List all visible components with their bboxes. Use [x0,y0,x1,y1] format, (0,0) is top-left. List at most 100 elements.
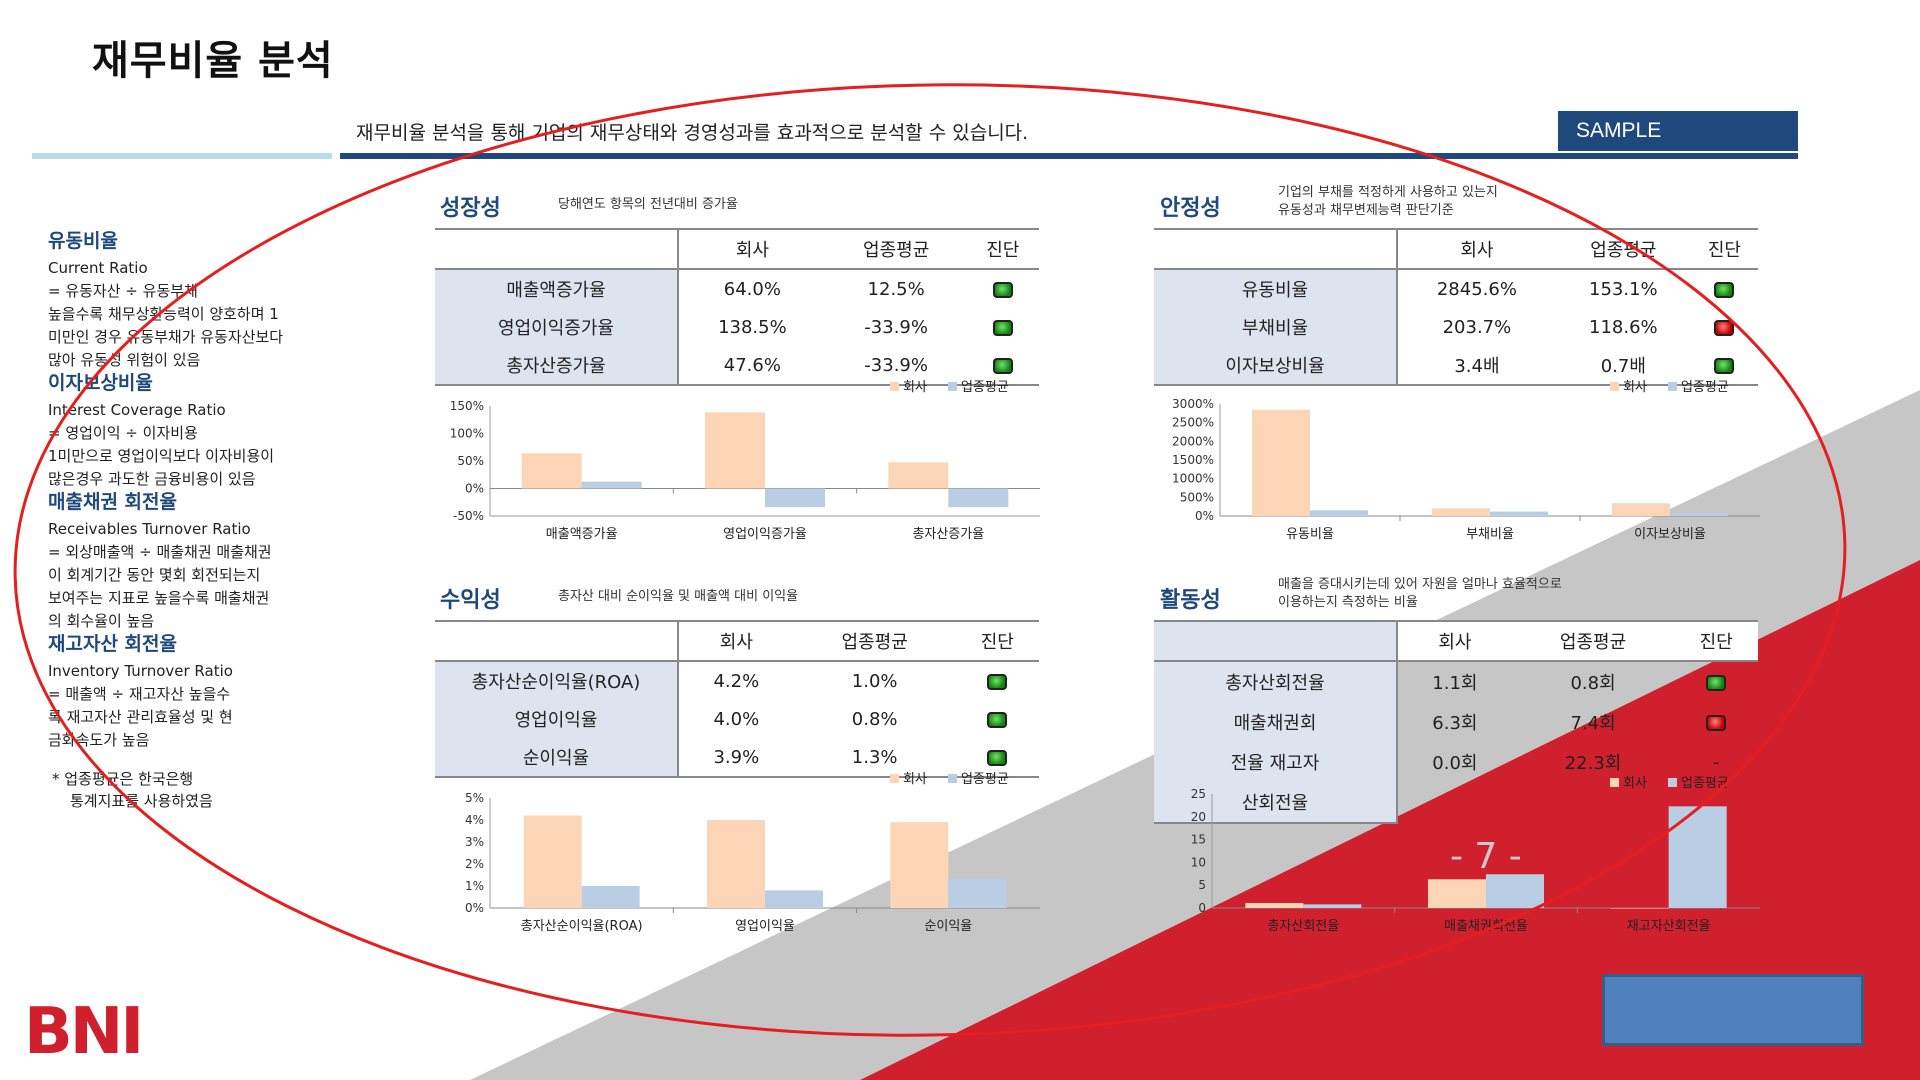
x-tick-label: 순이익율 [924,919,972,934]
bar-industry [1310,510,1368,516]
sidebar-line: 많은경우 과도한 금융비용이 있음 [48,470,256,488]
table-row: 영업이익율 4.0% 0.8% [435,700,1039,738]
y-tick-label: 10 [1191,855,1206,869]
bar-industry [765,488,825,508]
row-industry: 118.6% [1589,316,1658,338]
header-blank [1154,620,1398,662]
header-rule-dark [340,153,1798,159]
y-tick-label: 1500% [1172,453,1214,467]
legend-label: 회사 [1623,380,1647,395]
table-row: 전율 재고자 0.0회 22.3회 - [1154,742,1758,782]
row-diagnosis [967,269,1039,308]
green-light-icon [1714,357,1735,374]
x-tick-label: 영업이익율 [735,919,795,934]
row-diagnosis [1674,702,1758,742]
table-row: 산회전율 [1154,782,1758,824]
growth-desc: 당해연도 항목의 전년대비 증가율 [558,197,738,212]
y-tick-label: 1% [465,879,484,893]
bar-company [707,820,765,908]
table-header-row: 회사 업종평균 진단 [435,228,1039,270]
row-industry: 1.3% [793,738,956,778]
growth-table: 회사 업종평균 진단 매출액증가율 64.0% 12.5% 영업이익증가율 13… [435,228,1039,386]
header-industry: 업종평균 [1511,620,1675,662]
activity-desc: 매출을 증대시키는데 있어 자원을 얼마나 효율적으로 이용하는지 측정하는 비… [1278,576,1562,612]
green-light-icon [1706,674,1727,691]
footnote-line: * 업종평균은 한국은행 [52,770,194,788]
row-industry: 0.7배 [1555,346,1691,386]
y-tick-label: 1000% [1172,472,1214,486]
table-row: 매출액증가율 64.0% 12.5% [435,269,1039,308]
bar-company [890,822,949,908]
table-header-row: 회사 업종평균 진단 [435,620,1039,662]
row-diagnosis [956,661,1039,700]
table-row: 총자산회전율 1.1회 0.8회 [1154,661,1758,702]
header-company: 회사 [678,228,826,270]
header-company: 회사 [1397,620,1512,662]
sidebar-line: = 영업이익 ÷ 이자비용 [48,424,198,442]
row-company: 2845.6% [1436,278,1517,300]
y-tick-label: 3000% [1172,397,1214,411]
row-company: 203.7% [1442,316,1512,338]
header-company: 회사 [1397,228,1556,270]
row-name: 총자산증가율 [435,346,679,386]
sidebar-line: Interest Coverage Ratio [48,401,226,419]
growth-title: 성장성 [440,196,501,221]
row-name: 이자보상비율 [1154,346,1398,386]
table-row: 영업이익증가율 138.5% -33.9% [435,308,1039,346]
ellipse-stroke [13,83,1847,1037]
bar-company [1612,503,1670,516]
row-industry: 12.5% [867,278,925,300]
row-name: 총자산순이익율(ROA) [435,661,679,700]
bar-industry [1490,511,1548,516]
green-light-icon [992,357,1013,374]
sidebar-line: 높을수록 채무상환능력이 양호하며 1 [48,305,279,323]
sidebar-line: 록 재고자산 관리효율성 및 현 [48,708,233,726]
legend-swatch [1668,778,1677,787]
y-tick-label: 5 [1198,878,1206,892]
y-tick-label: 2% [465,857,484,871]
y-tick-label: 0% [465,482,484,496]
row-diagnosis [1691,269,1758,308]
row-company: 4.0% [713,708,760,730]
legend-label: 업종평균 [1681,380,1729,395]
legend-label: 업종평균 [961,772,1009,787]
green-light-icon [987,673,1008,690]
bar-company [1252,409,1310,516]
header-industry: 업종평균 [793,620,956,662]
y-tick-label: 2500% [1172,416,1214,430]
sidebar-section-interest-coverage: 이자보상비율 Interest Coverage Ratio = 영업이익 ÷ … [48,372,348,491]
y-tick-label: 0% [465,901,484,915]
sidebar-section-current-ratio: 유동비율 Current Ratio = 유동자산 ÷ 유동부채 높을수록 채무… [48,230,348,372]
y-tick-label: 3% [465,835,484,849]
row-company: 3.9% [678,738,794,778]
row-industry: 0.8회 [1570,673,1616,694]
sidebar-line: 미만인 경우 유동부채가 유동자산보다 [48,328,284,346]
sidebar-line: 의 회수율이 높음 [48,612,155,630]
row-diagnosis: - [1712,751,1720,773]
sidebar-section-title: 이자보상비율 [48,372,153,394]
green-light-icon [987,711,1008,728]
sample-badge: SAMPLE [1558,111,1798,151]
blue-box [1602,974,1864,1046]
row-name: 영업이익증가율 [435,308,679,346]
row-company: 47.6% [678,346,826,386]
bar-industry [581,886,640,908]
legend-label: 회사 [903,380,927,395]
header-blank [435,228,679,270]
red-light-icon [1706,714,1727,731]
table-row: 순이익율 3.9% 1.3% [435,738,1039,778]
row-diagnosis [1690,346,1758,386]
row-company: 3.4배 [1397,346,1556,386]
table-header-row: 회사 업종평균 진단 [1154,620,1758,662]
sidebar-section-title: 유동비율 [48,230,118,252]
page-number: - 7 - [1450,836,1522,877]
legend-swatch [890,382,899,391]
row-diagnosis [1691,308,1758,346]
header-rule-light [32,153,332,159]
page-title: 재무비율 분석 [92,38,334,84]
x-tick-label: 영업이익증가율 [723,527,807,542]
red-light-icon [1714,319,1735,336]
y-tick-label: 25 [1191,787,1206,801]
bar-company [1428,879,1486,908]
logo-text: BNI [24,995,141,1065]
